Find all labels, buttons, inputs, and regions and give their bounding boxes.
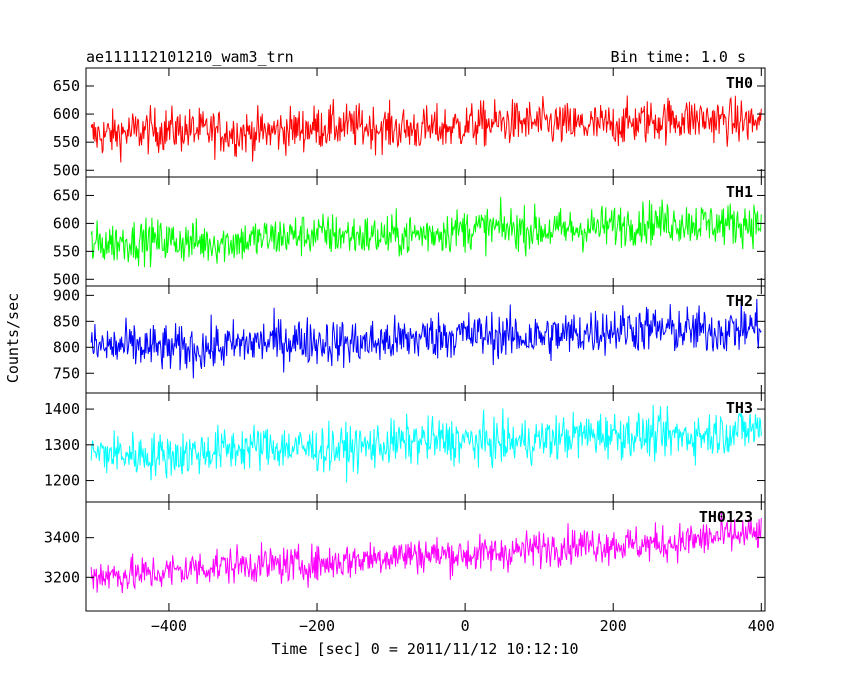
series-line-th0 [90, 95, 762, 163]
y-tick-label: 600 [53, 214, 80, 232]
y-tick-label: 500 [53, 161, 80, 179]
panel-label-th0123: TH0123 [699, 508, 753, 526]
y-tick-label: 1400 [44, 400, 80, 418]
x-axis-label: Time [sec] 0 = 2011/11/12 10:12:10 [271, 640, 578, 658]
y-tick-label: 800 [53, 338, 80, 356]
x-tick-label: 400 [748, 617, 775, 635]
y-tick-label: 550 [53, 242, 80, 260]
x-tick-label: −400 [151, 617, 187, 635]
y-tick-label: 650 [53, 77, 80, 95]
series-line-th0123 [90, 511, 762, 594]
series-line-th2 [90, 297, 762, 379]
x-tick-label: −200 [299, 617, 335, 635]
y-tick-label: 750 [53, 364, 80, 382]
y-tick-label: 550 [53, 133, 80, 151]
chart-title-right: Bin time: 1.0 s [611, 48, 746, 66]
series-line-th1 [90, 197, 762, 268]
y-tick-label: 900 [53, 286, 80, 304]
y-tick-label: 600 [53, 105, 80, 123]
panel-label-th1: TH1 [726, 183, 753, 201]
y-tick-label: 1300 [44, 436, 80, 454]
x-tick-label: 200 [600, 617, 627, 635]
x-tick-label: 0 [461, 617, 470, 635]
panels-group: 500 550 600 650 TH0 500 550 600 650 TH1 750 800 850 9… [44, 67, 775, 635]
y-axis-label: Counts/sec [4, 293, 22, 383]
panel-frame-th0 [85, 67, 766, 178]
panel-label-th2: TH2 [726, 292, 753, 310]
y-tick-label: 650 [53, 186, 80, 204]
panel-label-th3: TH3 [726, 399, 753, 417]
panel-label-th0: TH0 [726, 74, 753, 92]
y-tick-label: 500 [53, 270, 80, 288]
panel-frame-th3 [85, 392, 766, 503]
y-tick-label: 3200 [44, 568, 80, 586]
series-line-th3 [90, 404, 762, 483]
panel-frame-th0123 [85, 501, 766, 612]
y-tick-label: 850 [53, 312, 80, 330]
y-tick-label: 1200 [44, 472, 80, 490]
y-tick-label: 3400 [44, 529, 80, 547]
chart-title-left: ae111112101210_wam3_trn [86, 48, 294, 66]
